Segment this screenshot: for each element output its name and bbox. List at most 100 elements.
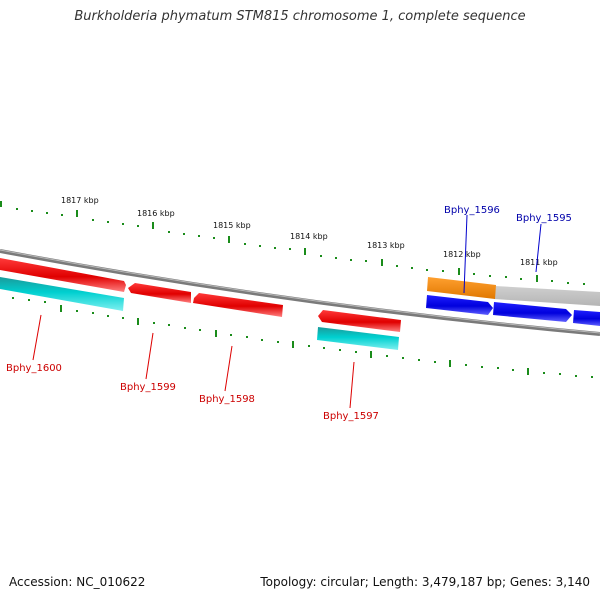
- tick: [199, 329, 201, 331]
- tick: [230, 334, 232, 336]
- tick: [583, 283, 585, 285]
- gene-orange[interactable]: [427, 277, 496, 299]
- tick: [512, 369, 514, 371]
- tick: [591, 376, 593, 378]
- tick: [527, 368, 529, 375]
- tick: [370, 351, 372, 358]
- gene-label-bphy-1599[interactable]: Bphy_1599: [120, 382, 176, 393]
- tick: [183, 233, 185, 235]
- tick: [551, 280, 553, 282]
- scale-ticks-lower: [12, 297, 593, 378]
- tick: [350, 259, 352, 261]
- feature-cyan-1: [0, 277, 124, 311]
- gene-bphy-1598[interactable]: [193, 293, 283, 317]
- tick: [246, 336, 248, 338]
- tick: [543, 372, 545, 374]
- tick: [536, 275, 538, 282]
- tick: [481, 366, 483, 368]
- tick: [396, 265, 398, 267]
- leader-bphy-1597: [349, 361, 355, 409]
- scale-ticks-upper: [0, 201, 585, 285]
- tick: [28, 299, 30, 301]
- scale-label-1811: 1811 kbp: [520, 258, 558, 267]
- feature-gray-band: [494, 286, 600, 306]
- summary-text: Topology: circular; Length: 3,479,187 bp…: [260, 575, 590, 589]
- tick: [497, 367, 499, 369]
- leader-bphy-1600: [32, 314, 42, 361]
- tick: [198, 235, 200, 237]
- tick: [277, 341, 279, 343]
- tick: [339, 349, 341, 351]
- tick: [92, 312, 94, 314]
- tick: [107, 221, 109, 223]
- tick: [215, 330, 217, 337]
- gene-labels: Bphy_1596 Bphy_1595 Bphy_1600 Bphy_1599 …: [6, 205, 572, 422]
- tick: [92, 219, 94, 221]
- tick: [449, 360, 451, 367]
- tick: [323, 347, 325, 349]
- tick: [31, 210, 33, 212]
- tick: [442, 270, 444, 272]
- leader-bphy-1596: [463, 214, 468, 294]
- tick: [168, 231, 170, 233]
- tick: [458, 268, 460, 275]
- tick: [308, 345, 310, 347]
- gene-bphy-1595[interactable]: [493, 302, 572, 322]
- tick: [60, 305, 62, 312]
- tick: [137, 318, 139, 325]
- tick: [168, 324, 170, 326]
- gene-bphy-1596[interactable]: [426, 295, 493, 315]
- cyan-features: [0, 277, 399, 350]
- reverse-genes: [0, 258, 401, 332]
- tick: [381, 259, 383, 266]
- tick: [434, 361, 436, 363]
- tick: [289, 248, 291, 250]
- tick: [259, 245, 261, 247]
- tick: [153, 322, 155, 324]
- tick: [505, 276, 507, 278]
- tick: [61, 214, 63, 216]
- tick: [567, 282, 569, 284]
- scale-labels: 1817 kbp 1816 kbp 1815 kbp 1814 kbp 1813…: [61, 196, 558, 267]
- gene-label-bphy-1595[interactable]: Bphy_1595: [516, 213, 572, 224]
- forward-genes: [426, 277, 600, 326]
- gene-label-bphy-1600[interactable]: Bphy_1600: [6, 363, 62, 374]
- tick: [244, 243, 246, 245]
- scale-label-1815: 1815 kbp: [213, 221, 251, 230]
- tick: [304, 248, 306, 255]
- label-leaders: [32, 214, 542, 409]
- tick: [473, 273, 475, 275]
- scale-label-1812: 1812 kbp: [443, 250, 481, 259]
- tick: [213, 237, 215, 239]
- tick: [520, 278, 522, 280]
- leader-bphy-1599: [145, 332, 154, 380]
- tick: [292, 341, 294, 348]
- tick: [107, 315, 109, 317]
- tick: [559, 373, 561, 375]
- tick: [489, 275, 491, 277]
- scale-label-1817: 1817 kbp: [61, 196, 99, 205]
- gene-label-bphy-1598[interactable]: Bphy_1598: [199, 394, 255, 405]
- tick: [274, 247, 276, 249]
- gene-bphy-1600[interactable]: [0, 258, 126, 292]
- scale-label-1814: 1814 kbp: [290, 232, 328, 241]
- tick: [12, 297, 14, 299]
- tick: [411, 267, 413, 269]
- tick: [575, 375, 577, 377]
- tick: [122, 317, 124, 319]
- scale-label-1813: 1813 kbp: [367, 241, 405, 250]
- leader-bphy-1598: [224, 345, 233, 392]
- gene-label-bphy-1597[interactable]: Bphy_1597: [323, 411, 379, 422]
- tick: [365, 260, 367, 262]
- tick: [152, 222, 154, 229]
- tick: [320, 255, 322, 257]
- gene-bphy-1599[interactable]: [128, 283, 191, 303]
- backbone-track: [0, 249, 600, 336]
- map-title: Burkholderia phymatum STM815 chromosome …: [74, 9, 526, 24]
- tick: [386, 355, 388, 357]
- gene-bphy-1597[interactable]: [318, 310, 401, 332]
- backbone-highlight: [0, 249, 600, 334]
- gene-label-bphy-1596[interactable]: Bphy_1596: [444, 205, 500, 216]
- gene-next-forward[interactable]: [573, 310, 600, 326]
